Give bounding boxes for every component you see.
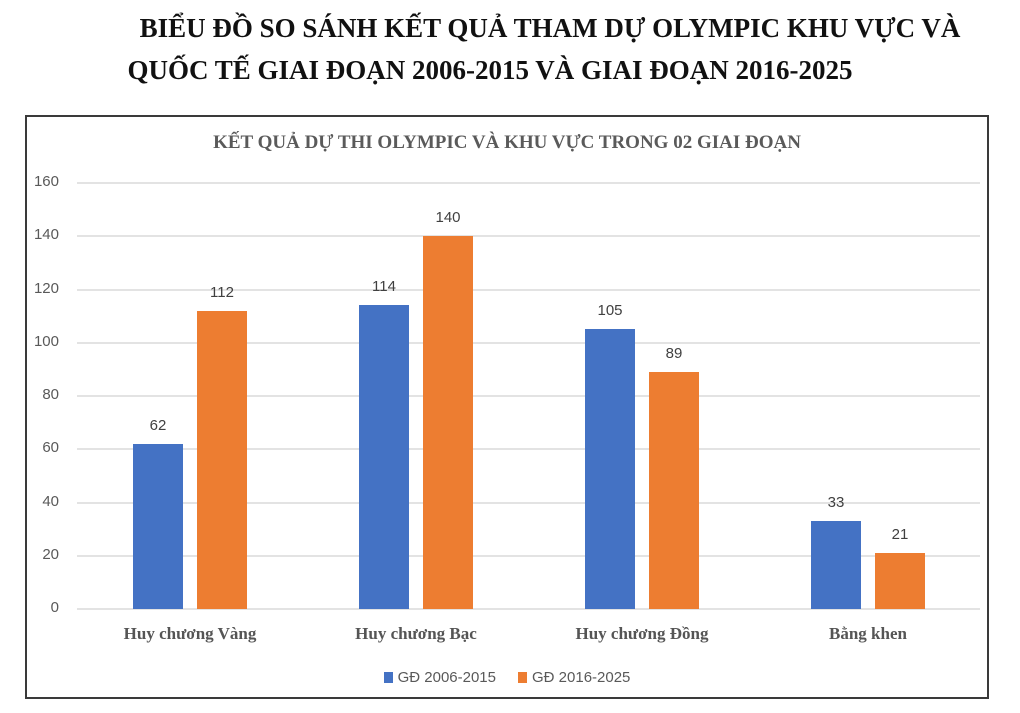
legend-swatch-icon (518, 672, 527, 683)
gridline (77, 448, 980, 451)
page-title-line-2: QUỐC TẾ GIAI ĐOẠN 2006-2015 VÀ GIAI ĐOẠN… (127, 55, 853, 85)
gridline (77, 395, 980, 397)
plot-area: 0 20 40 60 80 100 120 140 160 62 112 Huy chương Vàn… (27, 117, 987, 697)
page-title-line-1: BIỂU ĐỒ SO SÁNH KẾT QUẢ THAM DỰ OLYMPIC … (139, 13, 961, 43)
chart-legend: GĐ 2006-2015 GĐ 2016-2025 (27, 669, 987, 686)
gridline (77, 554, 980, 557)
bar-value-label: 62 (149, 416, 167, 434)
y-axis-tick-label: 140 (33, 226, 59, 244)
x-axis-category-label: Huy chương Bạc (355, 624, 477, 643)
x-axis-category-label: Huy chương Đồng (575, 624, 709, 643)
gridline (77, 501, 980, 504)
chart-title: KẾT QUẢ DỰ THI OLYMPIC VÀ KHU VỰC TRONG … (213, 132, 801, 153)
bar-2016-2025 (423, 236, 473, 609)
legend-item: GĐ 2006-2015 (383, 669, 496, 686)
bar-2006-2015 (133, 443, 183, 609)
bar-value-label: 89 (665, 345, 683, 363)
gridline (77, 182, 980, 184)
gridline (77, 341, 980, 344)
y-axis-tick-label: 20 (42, 545, 59, 563)
y-axis-tick-label: 80 (42, 386, 59, 403)
legend-label: GĐ 2006-2015 (397, 669, 496, 686)
y-axis-tick-label: 60 (42, 439, 59, 457)
gridline (77, 608, 980, 610)
bar-value-label: 140 (435, 209, 461, 227)
bar-2006-2015 (811, 521, 861, 609)
x-axis-category-label: Bằng khen (829, 624, 907, 643)
y-axis-tick-label: 120 (33, 279, 59, 297)
bar-2016-2025 (875, 553, 925, 609)
bar-value-label: 112 (210, 283, 234, 301)
bar-value-label: 105 (597, 302, 623, 320)
legend-item: GĐ 2016-2025 (518, 669, 630, 686)
gridline (77, 235, 980, 238)
bar-2006-2015 (585, 329, 635, 609)
y-axis-tick-label: 100 (33, 332, 59, 350)
bar-2006-2015 (359, 305, 409, 609)
gridline (77, 288, 980, 291)
x-axis-category-label: Huy chương Vàng (123, 624, 257, 643)
bar-value-label: 114 (372, 278, 396, 296)
y-axis-tick-label: 0 (50, 599, 59, 616)
bar-value-label: 21 (891, 526, 909, 544)
bar-2016-2025 (197, 310, 247, 609)
bar-value-label: 33 (827, 494, 845, 512)
legend-swatch-icon (383, 672, 393, 683)
legend-label: GĐ 2016-2025 (532, 669, 631, 686)
y-axis-tick-label: 160 (33, 173, 59, 190)
bar-2016-2025 (649, 372, 699, 609)
y-axis-tick-label: 40 (42, 492, 59, 510)
chart-container: KẾT QUẢ DỰ THI OLYMPIC VÀ KHU VỰC TRONG … (25, 115, 989, 699)
